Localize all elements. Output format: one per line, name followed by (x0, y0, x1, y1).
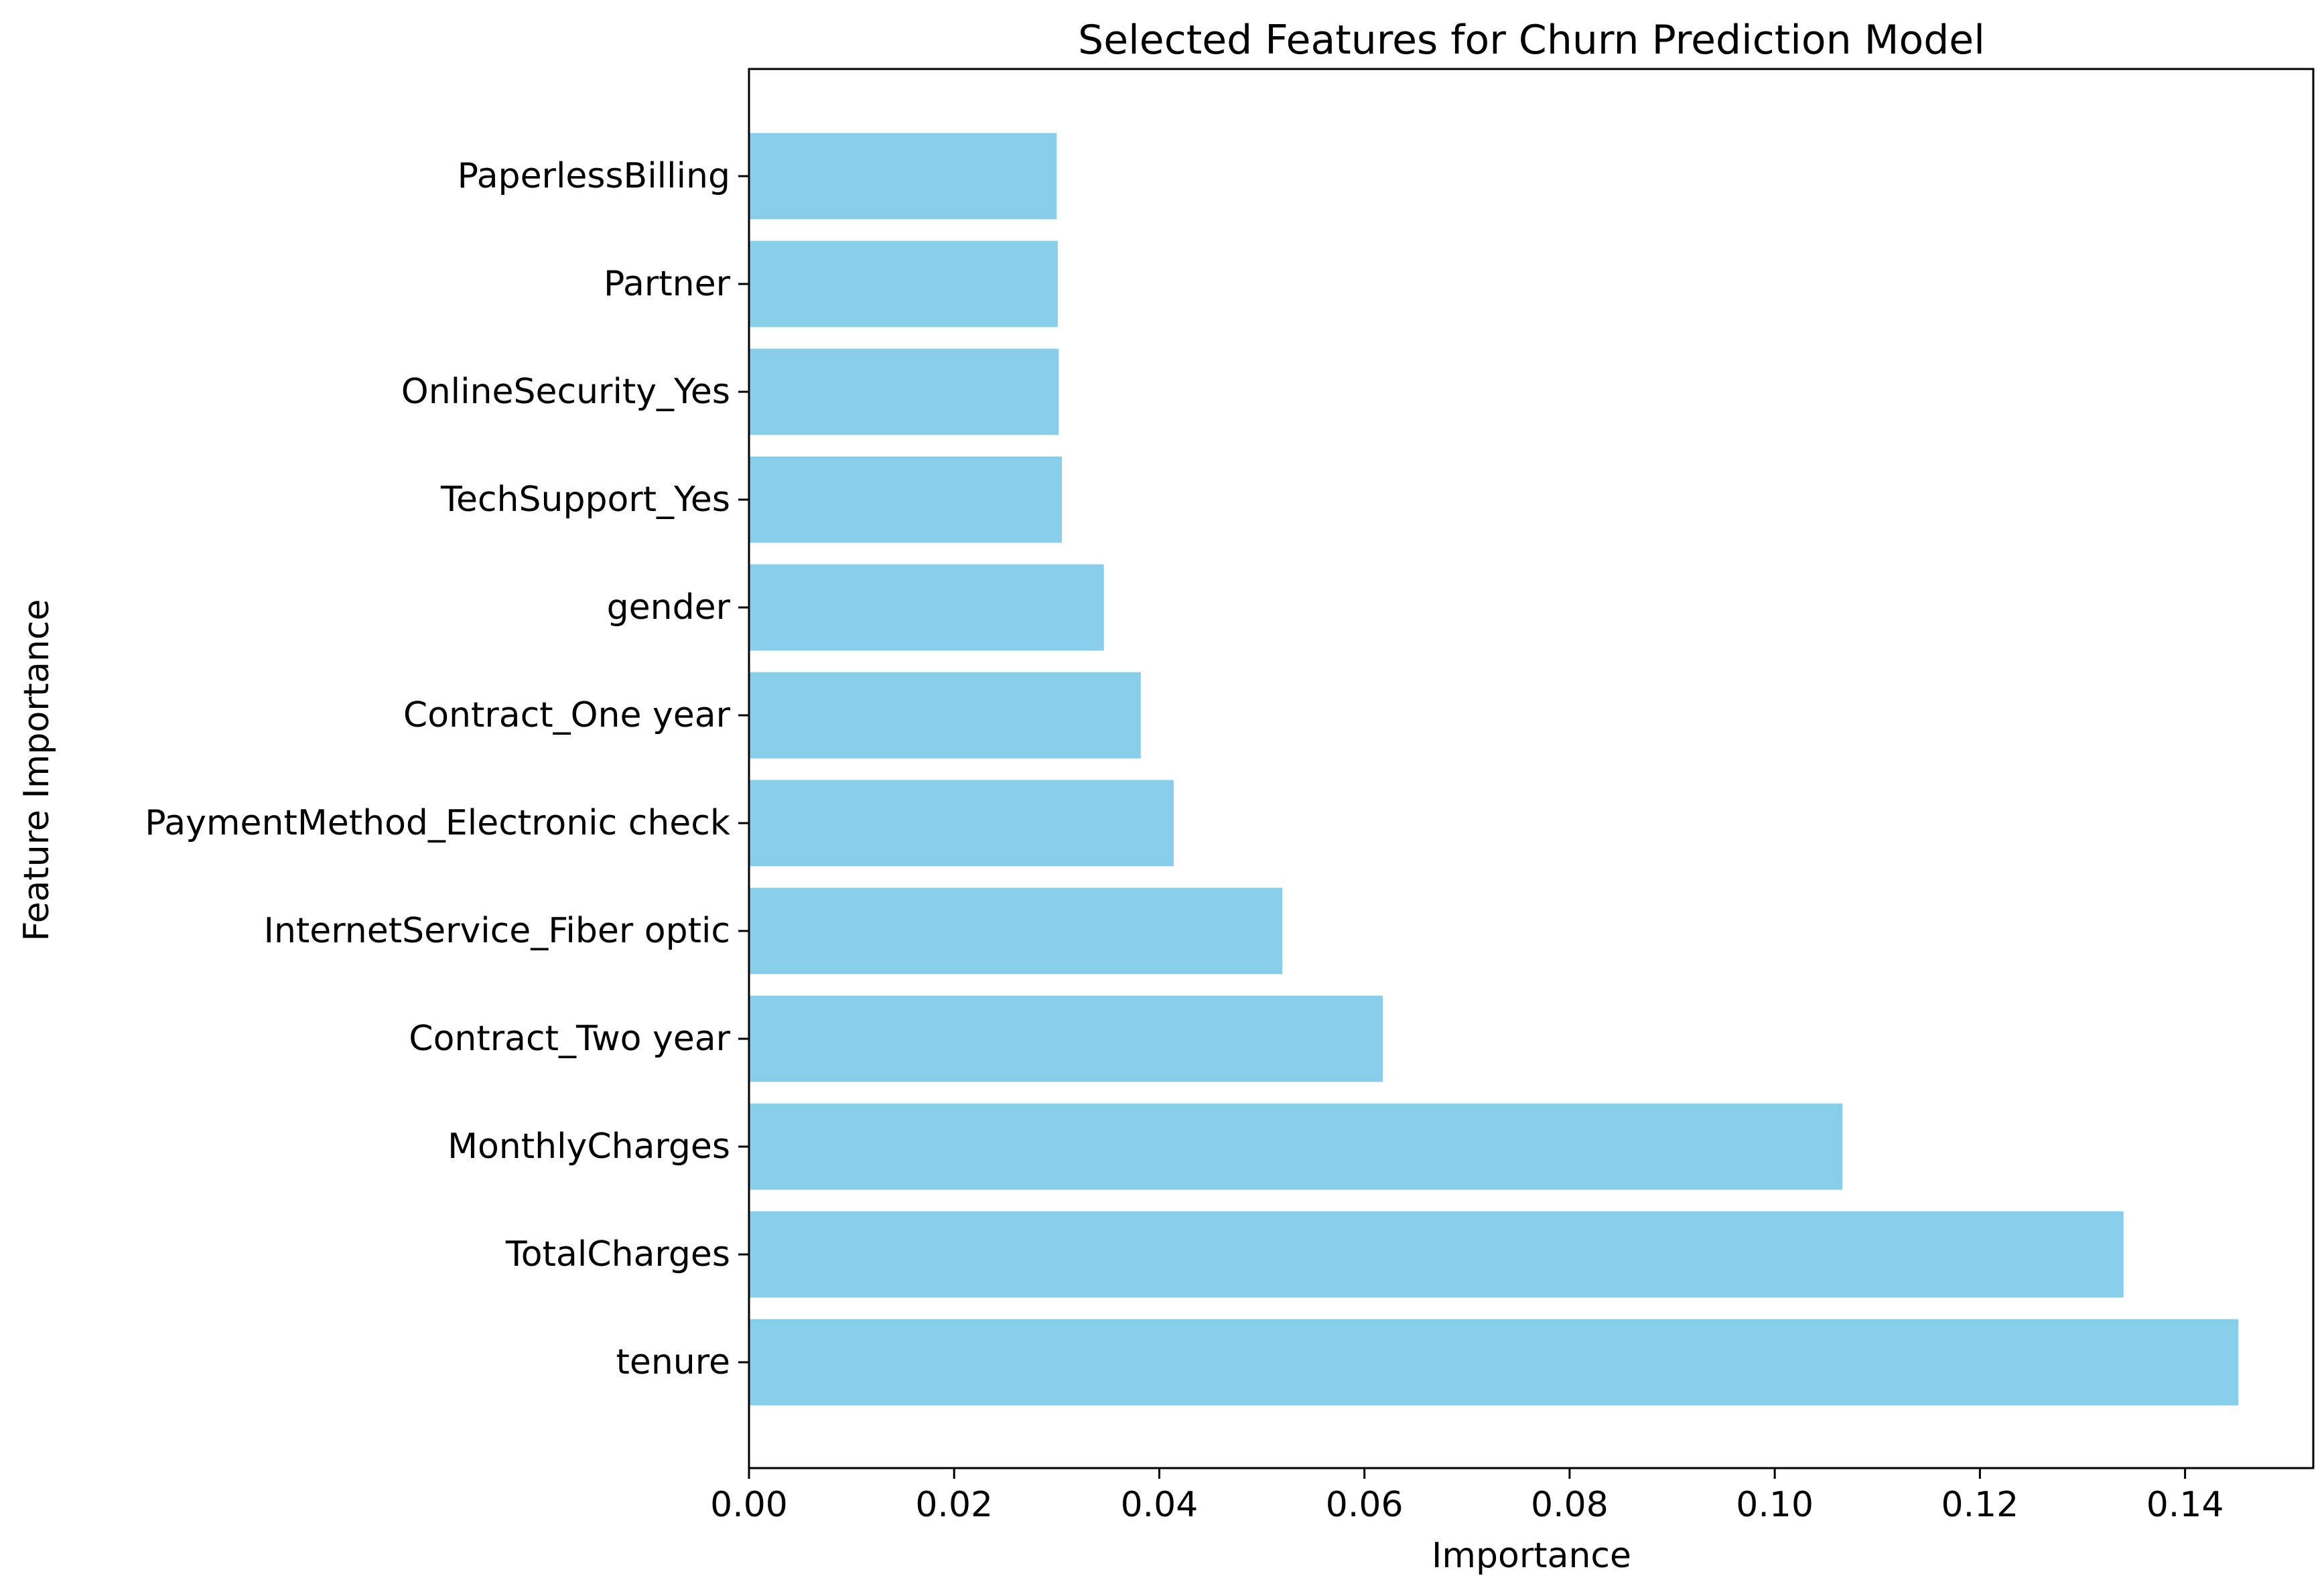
bar (749, 1319, 2239, 1406)
y-tick-label: PaymentMethod_Electronic check (145, 803, 730, 843)
bar (749, 456, 1062, 543)
x-tick-label: 0.02 (915, 1485, 993, 1525)
bar (749, 780, 1174, 867)
y-tick-label: InternetService_Fiber optic (264, 911, 730, 951)
y-tick-label: PaperlessBilling (458, 156, 730, 196)
plot-frame (748, 68, 2315, 1469)
bar (749, 1211, 2124, 1298)
bar (749, 672, 1141, 759)
bar (749, 133, 1057, 220)
x-axis-label: Importance (1432, 1536, 1631, 1576)
x-tick-label: 0.00 (710, 1485, 788, 1525)
chart-title: Selected Features for Churn Prediction M… (1078, 17, 1985, 64)
x-tick-label: 0.10 (1736, 1485, 1814, 1525)
x-tick-label: 0.04 (1121, 1485, 1199, 1525)
y-tick-label: tenure (616, 1342, 730, 1382)
y-tick-label: Partner (604, 264, 731, 304)
y-tick-label: TechSupport_Yes (440, 480, 730, 520)
bar (749, 564, 1104, 651)
bar (749, 1103, 1843, 1190)
y-tick-label: OnlineSecurity_Yes (401, 372, 730, 412)
bars-group (749, 133, 2239, 1406)
y-ticks-group: tenure TotalCharges MonthlyCharges Contract… (145, 156, 749, 1382)
x-tick-label: 0.06 (1326, 1485, 1404, 1525)
y-tick-label: TotalCharges (505, 1234, 730, 1275)
y-tick-label: Contract_One year (403, 695, 731, 735)
x-tick-label: 0.12 (1941, 1485, 2019, 1525)
bar (749, 240, 1058, 328)
bar (749, 348, 1059, 435)
bar (749, 995, 1383, 1082)
y-tick-label: Contract_Two year (409, 1019, 730, 1059)
x-tick-label: 0.08 (1531, 1485, 1609, 1525)
x-ticks-group: 0.00 0.02 0.04 0.06 0.08 0.10 0.12 0.14 (710, 1468, 2224, 1525)
bar (749, 887, 1283, 974)
y-tick-label: gender (607, 587, 731, 628)
y-tick-label: MonthlyCharges (448, 1127, 730, 1167)
y-axis-label: Feature Importance (17, 599, 57, 941)
x-tick-label: 0.14 (2146, 1485, 2224, 1525)
